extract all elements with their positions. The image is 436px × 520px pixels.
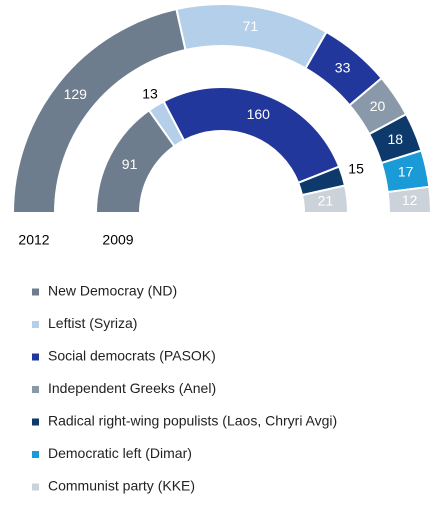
segment bbox=[162, 86, 341, 185]
legend-swatch bbox=[32, 418, 39, 426]
legend-label: Communist party (KKE) bbox=[48, 478, 195, 494]
legend-swatch bbox=[32, 353, 39, 361]
value-label: 13 bbox=[142, 85, 158, 101]
year-label: 2012 bbox=[18, 232, 49, 248]
legend-label: Democratic left (Dimar) bbox=[48, 445, 192, 461]
legend-swatch bbox=[32, 321, 39, 328]
legend-label: Leftist (Syriza) bbox=[48, 315, 137, 331]
value-label: 91 bbox=[122, 156, 138, 172]
legend-label: Social democrats (PASOK) bbox=[48, 348, 216, 364]
legend-swatch bbox=[32, 288, 39, 296]
segment bbox=[386, 185, 433, 214]
value-label: 17 bbox=[398, 164, 414, 180]
legend-label: Independent Greeks (Anel) bbox=[48, 380, 216, 396]
value-label: 129 bbox=[64, 86, 88, 102]
year-label: 2009 bbox=[102, 232, 133, 248]
legend-label: New Democray (ND) bbox=[48, 283, 177, 299]
value-label: 12 bbox=[402, 192, 418, 208]
value-label: 15 bbox=[348, 160, 364, 176]
segment bbox=[175, 3, 328, 70]
legend-swatch bbox=[32, 451, 39, 458]
segment bbox=[300, 184, 350, 214]
legend-label: Radical right-wing populists (Laos, Chry… bbox=[48, 413, 337, 429]
legend-swatch bbox=[32, 386, 39, 393]
value-label: 18 bbox=[388, 131, 404, 147]
value-label: 33 bbox=[335, 59, 351, 75]
value-label: 21 bbox=[318, 192, 334, 208]
value-label: 160 bbox=[247, 106, 271, 122]
value-label: 71 bbox=[243, 18, 259, 34]
legend-swatch bbox=[32, 483, 39, 491]
value-label: 20 bbox=[370, 98, 386, 114]
